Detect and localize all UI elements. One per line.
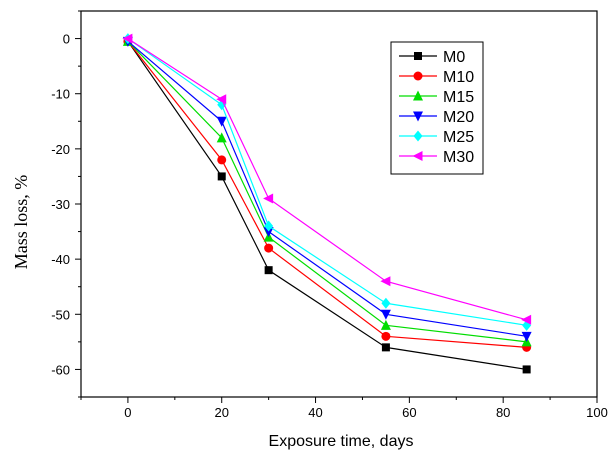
- data-point-m30: [122, 33, 133, 44]
- y-tick-label: -50: [51, 307, 70, 322]
- y-tick-label: -20: [51, 142, 70, 157]
- y-tick-label: -60: [51, 362, 70, 377]
- data-point-m20: [263, 227, 274, 238]
- legend-label-m25: M25: [443, 129, 474, 146]
- legend-label-m0: M0: [443, 49, 465, 66]
- x-tick-label: 60: [402, 405, 416, 420]
- data-point-m20: [216, 116, 227, 127]
- x-axis-title: Exposure time, days: [269, 433, 414, 450]
- data-point-m10: [381, 331, 391, 341]
- legend-label-m10: M10: [443, 69, 474, 86]
- legend-label-m30: M30: [443, 149, 474, 166]
- legend-marker-m25: [413, 130, 423, 142]
- y-tick-label: -40: [51, 252, 70, 267]
- y-axis-title: Mass loss, %: [11, 175, 31, 270]
- legend-marker-m20: [413, 111, 423, 122]
- legend-marker-m15: [413, 90, 423, 101]
- data-point-m0: [522, 365, 531, 374]
- legend-label-m15: M15: [443, 89, 474, 106]
- data-point-m30: [216, 94, 227, 105]
- plot-frame: [80, 10, 598, 398]
- data-point-m0: [264, 266, 273, 275]
- data-point-m30: [380, 276, 391, 287]
- data-point-m0: [217, 172, 226, 181]
- x-tick-label: 20: [214, 405, 228, 420]
- data-point-m15: [216, 132, 227, 143]
- data-point-m25: [381, 297, 391, 309]
- data-point-m30: [521, 314, 532, 325]
- y-tick-label: 0: [63, 32, 70, 47]
- x-tick-label: 80: [496, 405, 510, 420]
- data-point-m15: [380, 319, 391, 330]
- x-tick-label: 100: [586, 405, 608, 420]
- legend-box: [390, 41, 484, 175]
- legend-label-m20: M20: [443, 109, 474, 126]
- x-tick-label: 0: [124, 405, 131, 420]
- data-point-m10: [264, 243, 274, 253]
- legend-marker-m10: [413, 71, 423, 81]
- data-point-m20: [521, 331, 532, 342]
- data-point-m10: [217, 155, 227, 165]
- y-tick-label: -30: [51, 197, 70, 212]
- data-point-m30: [263, 193, 274, 204]
- data-point-m0: [381, 343, 390, 352]
- y-tick-label: -10: [51, 87, 70, 102]
- data-point-m25: [264, 220, 274, 232]
- legend-marker-m30: [412, 151, 423, 161]
- data-point-m20: [380, 309, 391, 320]
- x-tick-label: 40: [308, 405, 322, 420]
- legend-marker-m0: [414, 52, 422, 60]
